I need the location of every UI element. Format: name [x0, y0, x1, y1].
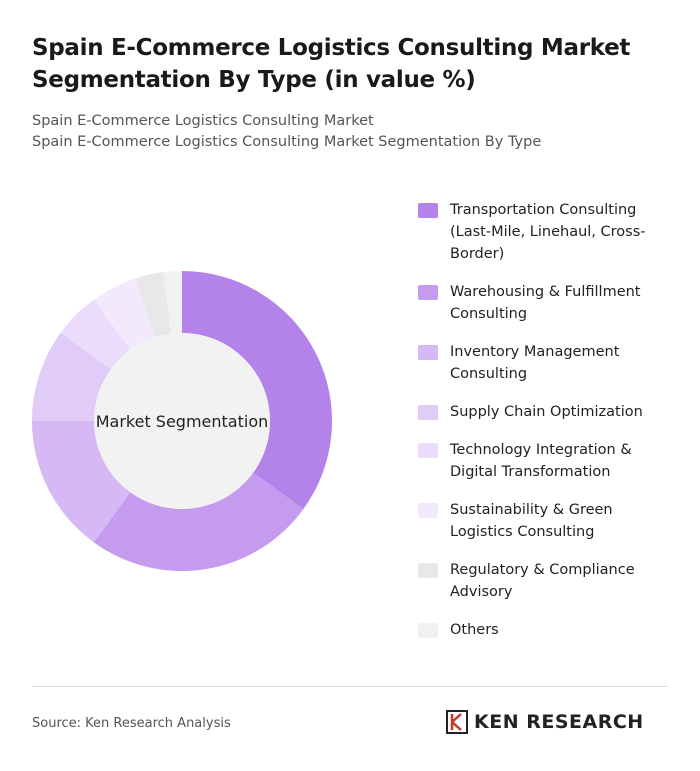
legend-item: Sustainability & Green Logistics Consult…	[418, 499, 680, 543]
legend-item: Inventory Management Consulting	[418, 341, 680, 385]
legend-item: Transportation Consulting (Last-Mile, Li…	[418, 199, 680, 265]
center-label: Market Segmentation	[96, 412, 269, 431]
legend-swatch	[418, 563, 438, 578]
source: Source: Ken Research Analysis	[32, 716, 231, 731]
legend-swatch	[418, 345, 438, 360]
donut-segment	[32, 332, 111, 421]
subtitle: Spain E-Commerce Logistics Consulting Ma…	[32, 113, 374, 129]
legend-label: Others	[450, 622, 499, 638]
legend-item: Technology Integration & Digital Transfo…	[418, 439, 680, 483]
legend-label: Transportation Consulting (Last-Mile, Li…	[450, 202, 646, 262]
donut-segment	[93, 472, 304, 571]
legend-swatch	[418, 405, 438, 420]
logo-text: KEN RESEARCH	[474, 711, 644, 733]
donut-segment	[93, 278, 155, 350]
donut-segment	[163, 271, 182, 334]
donut-segment	[135, 272, 171, 338]
legend-swatch	[418, 503, 438, 518]
legend-label: Regulatory & Compliance Advisory	[450, 562, 635, 600]
legend-label: Warehousing & Fulfillment Consulting	[450, 284, 641, 322]
legend-swatch	[418, 443, 438, 458]
divider	[32, 686, 668, 687]
donut-segment	[60, 299, 131, 370]
chart-title: Spain E-Commerce Logistics Consulting Ma…	[32, 35, 631, 93]
legend-label: Inventory Management Consulting	[450, 344, 620, 382]
donut-chart: Market Segmentation	[32, 271, 332, 571]
donut-hole	[94, 333, 270, 509]
logo-icon	[446, 710, 468, 734]
logo: KEN RESEARCH	[446, 710, 644, 734]
legend-label: Sustainability & Green Logistics Consult…	[450, 502, 613, 540]
legend-item: Others	[418, 619, 680, 641]
legend-item: Supply Chain Optimization	[418, 401, 680, 423]
legend-swatch	[418, 203, 438, 218]
donut-segment	[182, 271, 332, 510]
legend-item: Regulatory & Compliance Advisory	[418, 559, 680, 603]
legend-label: Technology Integration & Digital Transfo…	[450, 442, 632, 480]
legend-label: Supply Chain Optimization	[450, 404, 643, 420]
legend-swatch	[418, 285, 438, 300]
legend-swatch	[418, 623, 438, 638]
legend-item: Warehousing & Fulfillment Consulting	[418, 281, 680, 325]
subtitle: Spain E-Commerce Logistics Consulting Ma…	[32, 134, 542, 150]
legend: Transportation Consulting (Last-Mile, Li…	[418, 199, 680, 657]
donut-segment	[32, 421, 131, 543]
